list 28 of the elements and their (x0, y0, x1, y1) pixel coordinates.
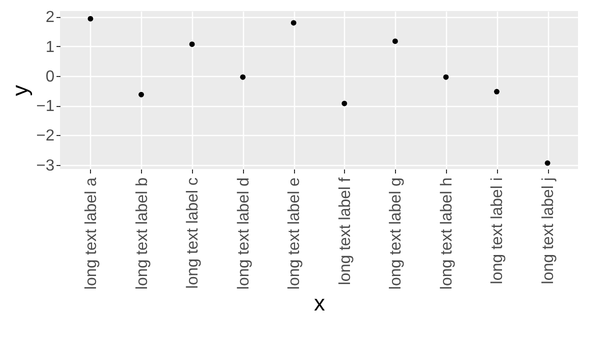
point (392, 38, 398, 44)
x-tick-label: long text label b (134, 177, 151, 290)
y-tick-label: −1 (36, 98, 55, 116)
x-tick-label: long text label a (82, 177, 100, 290)
point (88, 16, 94, 22)
y-tick-label: 1 (46, 38, 55, 56)
y-tick-label: −3 (36, 157, 55, 174)
x-tick-label: long text label i (489, 178, 506, 284)
y-axis-title: y (7, 85, 32, 96)
x-tick-label: long text label f (336, 176, 354, 286)
y-tick-label: 2 (46, 9, 55, 26)
point (290, 20, 296, 26)
point (138, 92, 144, 98)
x-tick-label: long text label d (235, 178, 252, 290)
x-tick-label: long text label g (388, 178, 405, 290)
point (544, 160, 550, 166)
x-tick-label: long text label j (540, 178, 558, 284)
x-axis-title: x (314, 290, 325, 316)
point (342, 100, 348, 106)
x-tick-label: long text label c (184, 178, 202, 289)
y-tick-label: 0 (46, 68, 55, 86)
point (189, 41, 195, 47)
point (443, 74, 449, 80)
x-tick-label: long text label h (438, 178, 456, 290)
y-tick-label: −2 (36, 128, 55, 145)
point (240, 74, 246, 80)
point (494, 88, 500, 94)
x-tick-label: long text label e (286, 177, 304, 290)
